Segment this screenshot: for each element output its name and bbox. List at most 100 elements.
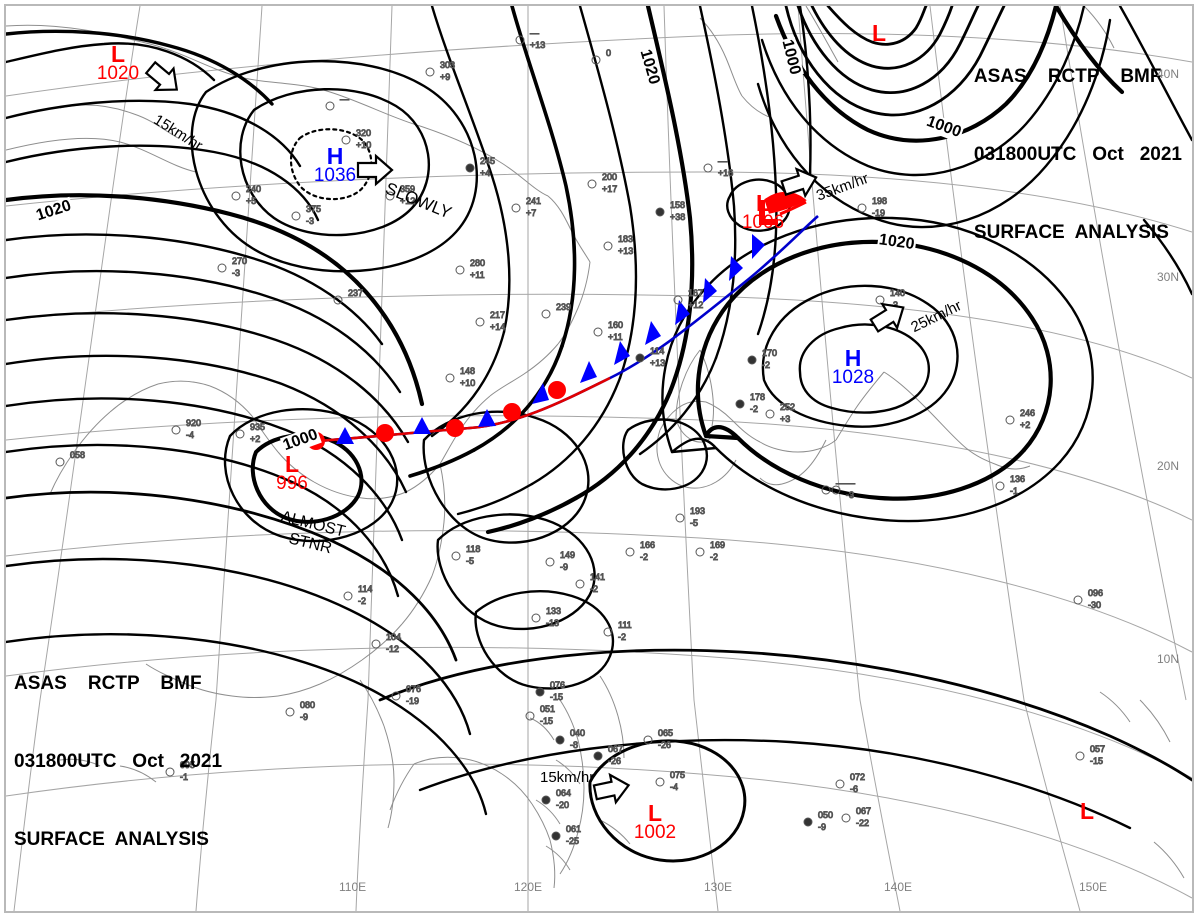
- pressure-value-label: 996: [276, 473, 308, 494]
- svg-text:114: 114: [358, 584, 372, 594]
- svg-text:270: 270: [232, 256, 247, 266]
- svg-text:-13: -13: [546, 618, 559, 628]
- svg-text:—: —: [530, 28, 539, 38]
- svg-text:241: 241: [526, 196, 541, 206]
- svg-text:111: 111: [618, 620, 632, 630]
- svg-text:935: 935: [250, 422, 265, 432]
- svg-text:057: 057: [1090, 744, 1105, 754]
- svg-text:320: 320: [356, 128, 371, 138]
- occlusion-hook: [759, 191, 807, 225]
- svg-text:252: 252: [780, 402, 795, 412]
- svg-text:+4: +4: [480, 168, 490, 178]
- svg-text:170: 170: [762, 348, 777, 358]
- svg-text:149: 149: [560, 550, 575, 560]
- pressure-value-label: 1028: [831, 367, 875, 388]
- svg-text:095: 095: [180, 760, 195, 770]
- svg-text:-2: -2: [750, 404, 758, 414]
- svg-text:160: 160: [608, 320, 623, 330]
- low-pressure-glyph: L: [872, 20, 887, 46]
- svg-text:+14: +14: [490, 322, 505, 332]
- svg-text:-26: -26: [658, 740, 671, 750]
- svg-text:167: 167: [688, 288, 703, 298]
- svg-text:—: —: [340, 94, 349, 104]
- svg-text:-9: -9: [818, 822, 826, 832]
- svg-text:-3: -3: [846, 490, 854, 500]
- cold-front-barbs: [336, 234, 765, 444]
- svg-text:-15: -15: [1090, 756, 1103, 766]
- svg-text:+13: +13: [618, 246, 633, 256]
- svg-text:—: —: [836, 478, 845, 488]
- low-pressure-glyph: L: [1080, 798, 1095, 824]
- header-line-2: 031800UTC Oct 2021: [14, 751, 223, 772]
- svg-text:-20: -20: [556, 800, 569, 810]
- pressure-value-label: 1002: [633, 822, 677, 843]
- svg-text:193: 193: [690, 506, 705, 516]
- lon-tick-label: 120E: [514, 880, 543, 894]
- pressure-value-label: 1036: [313, 165, 357, 186]
- svg-text:0: 0: [606, 48, 611, 58]
- svg-text:+5: +5: [246, 196, 256, 206]
- lon-tick-label: 140E: [884, 880, 913, 894]
- svg-text:064: 064: [556, 788, 571, 798]
- svg-text:-3: -3: [306, 216, 314, 226]
- pressure-system-low-1006: L 1006: [735, 190, 791, 233]
- svg-text:+13: +13: [650, 358, 665, 368]
- svg-text:183: 183: [618, 234, 633, 244]
- svg-text:118: 118: [466, 544, 480, 554]
- svg-text:061: 061: [566, 824, 581, 834]
- pressure-system-high-1036: H 1036: [307, 145, 363, 186]
- svg-text:-30: -30: [1088, 600, 1101, 610]
- header-bottom-left: ASAS RCTP BMF 031800UTC Oct 2021 SURFACE…: [14, 619, 222, 905]
- svg-text:+13: +13: [530, 40, 545, 50]
- svg-text:246: 246: [1020, 408, 1035, 418]
- svg-text:-4: -4: [186, 430, 194, 440]
- svg-text:+11: +11: [608, 332, 623, 342]
- low-pressure-glyph: L: [755, 190, 771, 216]
- svg-text:-15: -15: [550, 692, 563, 702]
- svg-text:-5: -5: [690, 518, 698, 528]
- svg-text:375: 375: [306, 204, 321, 214]
- svg-text:140: 140: [890, 288, 905, 298]
- svg-text:-2: -2: [358, 596, 366, 606]
- svg-text:+9: +9: [440, 72, 450, 82]
- low-pressure-glyph: L: [284, 451, 300, 477]
- lat-tick-label: 20N: [1157, 459, 1180, 473]
- svg-text:359: 359: [400, 184, 415, 194]
- pressure-system-low-1020: L 1020: [90, 43, 146, 84]
- svg-text:-2: -2: [640, 552, 648, 562]
- svg-text:+10: +10: [356, 140, 371, 150]
- svg-text:-19: -19: [872, 208, 885, 218]
- svg-text:058: 058: [70, 450, 85, 460]
- station-plots: 303+9 245+4 280+11 217+14 148+10 160+11 …: [55, 28, 1106, 847]
- svg-text:-2: -2: [762, 360, 770, 370]
- svg-text:217: 217: [490, 310, 505, 320]
- svg-text:-26: -26: [608, 756, 621, 766]
- svg-text:104: 104: [386, 632, 401, 642]
- svg-text:239: 239: [556, 302, 571, 312]
- svg-text:+10: +10: [460, 378, 475, 388]
- svg-text:303: 303: [440, 60, 455, 70]
- svg-text:040: 040: [570, 728, 585, 738]
- svg-text:-2: -2: [618, 632, 626, 642]
- lon-tick-label: 150E: [1079, 880, 1108, 894]
- pressure-system-low-1002: L 1002: [627, 802, 683, 843]
- svg-text:240: 240: [246, 184, 261, 194]
- svg-text:075: 075: [670, 770, 685, 780]
- svg-text:200: 200: [602, 172, 617, 182]
- svg-text:-15: -15: [540, 716, 553, 726]
- svg-text:-19: -19: [406, 696, 419, 706]
- svg-text:+12: +12: [688, 300, 703, 310]
- svg-text:141: 141: [590, 572, 605, 582]
- pressure-system-low-996: L 996: [264, 451, 320, 494]
- pressure-value-label: 1020: [96, 63, 140, 84]
- svg-text:237: 237: [348, 288, 363, 298]
- svg-text:148: 148: [460, 366, 475, 376]
- svg-text:166: 166: [640, 540, 655, 550]
- svg-text:-9: -9: [300, 712, 308, 722]
- svg-text:178: 178: [750, 392, 765, 402]
- svg-text:067: 067: [608, 744, 623, 754]
- svg-text:-25: -25: [566, 836, 579, 846]
- lat-tick-label: 10N: [1157, 652, 1180, 666]
- lon-tick-label: 130E: [704, 880, 733, 894]
- svg-text:+12: +12: [400, 196, 415, 206]
